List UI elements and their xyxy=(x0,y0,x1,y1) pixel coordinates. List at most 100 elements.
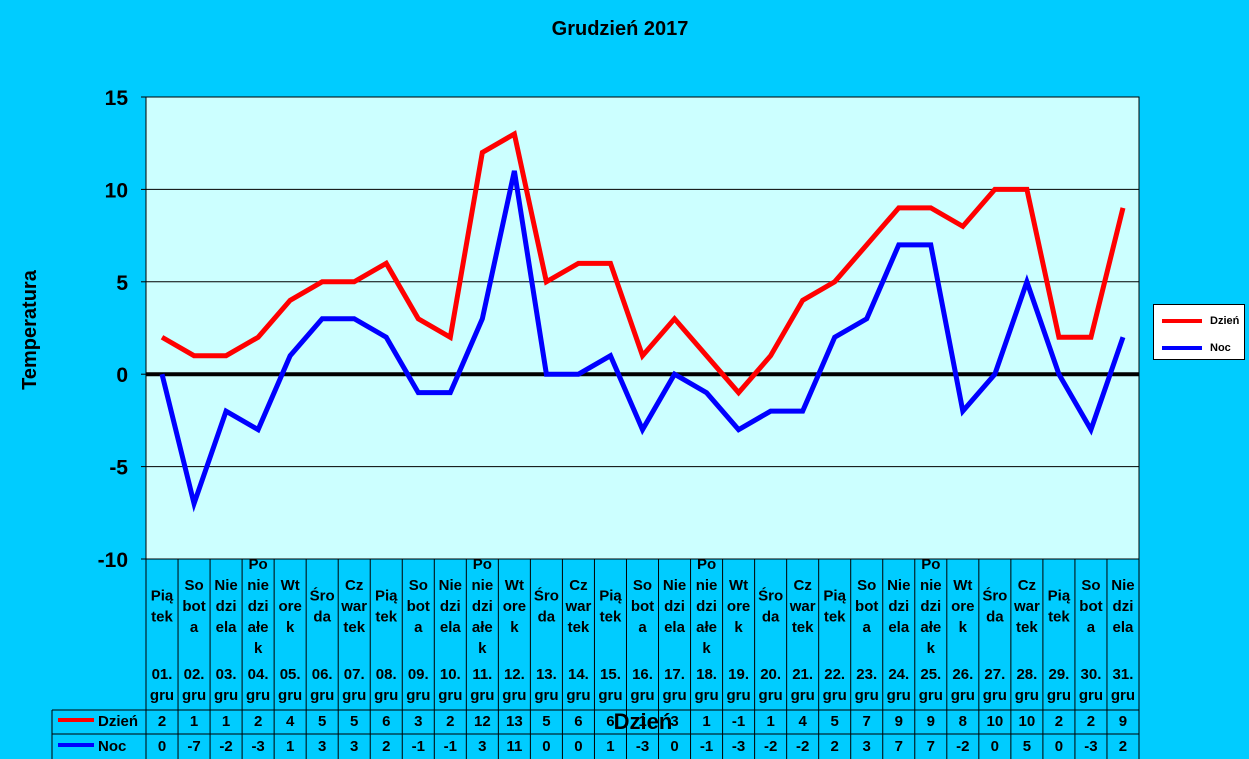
x-tick-label-date: gru xyxy=(630,687,654,704)
x-tick-label-date: gru xyxy=(919,687,943,704)
x-tick-label-day: k xyxy=(702,640,711,657)
x-tick-label-day: ałe xyxy=(920,619,941,636)
x-tick-label-day: dzi xyxy=(888,598,909,615)
table-value: 3 xyxy=(350,738,358,755)
x-tick-label-day: Pią xyxy=(599,588,622,605)
y-tick-label: -5 xyxy=(109,457,128,480)
x-tick-label-date: gru xyxy=(278,687,302,704)
table-value: 7 xyxy=(927,738,935,755)
table-value: 2 xyxy=(1087,713,1095,730)
x-tick-label-date: 18. xyxy=(696,666,717,683)
x-tick-label-date: gru xyxy=(855,687,879,704)
x-tick-label-day: Po xyxy=(473,556,492,573)
x-tick-label-date: 21. xyxy=(792,666,813,683)
table-value: 0 xyxy=(542,738,550,755)
x-tick-label-day: Pią xyxy=(1048,588,1071,605)
x-tick-label-date: 22. xyxy=(824,666,845,683)
x-tick-label-date: 25. xyxy=(920,666,941,683)
table-value: 3 xyxy=(414,713,422,730)
plot-area: 151050-5-10Piątek01.gruSobota02.gruNiedz… xyxy=(51,87,1140,759)
table-value: 2 xyxy=(254,713,262,730)
table-series-label: Noc xyxy=(98,738,126,755)
x-tick-label-date: gru xyxy=(727,687,751,704)
table-value: 1 xyxy=(222,713,230,730)
table-value: 11 xyxy=(506,738,522,755)
x-tick-label-date: 31. xyxy=(1113,666,1134,683)
x-tick-label-date: gru xyxy=(246,687,270,704)
x-tick-label-date: 30. xyxy=(1081,666,1102,683)
table-value: 1 xyxy=(702,713,710,730)
table-value: -3 xyxy=(732,738,745,755)
x-tick-label-day: tek xyxy=(1048,609,1070,626)
x-tick-label-day: So xyxy=(1081,577,1100,594)
legend: Dzień Noc xyxy=(1153,304,1245,360)
x-tick-label-day: tek xyxy=(151,609,173,626)
x-tick-label-day: nie xyxy=(920,577,942,594)
x-tick-label-date: 09. xyxy=(408,666,429,683)
x-tick-label-day: dzi xyxy=(920,598,941,615)
x-tick-label-day: Wt xyxy=(729,577,748,594)
x-tick-label-date: 19. xyxy=(728,666,749,683)
legend-item-noc: Noc xyxy=(1162,340,1231,356)
x-tick-label-day: Pią xyxy=(151,588,174,605)
x-tick-label-date: gru xyxy=(502,687,526,704)
x-tick-label-day: ałe xyxy=(472,619,493,636)
x-tick-label-day: ela xyxy=(664,619,686,636)
x-tick-label-day: ore xyxy=(503,598,526,615)
x-tick-label-day: ela xyxy=(216,619,238,636)
x-tick-label-day: k xyxy=(959,619,968,636)
table-value: -1 xyxy=(732,713,745,730)
table-value: 1 xyxy=(190,713,198,730)
x-tick-label-date: gru xyxy=(1079,687,1103,704)
table-value: 10 xyxy=(987,713,1004,730)
x-tick-label-day: Po xyxy=(697,556,716,573)
x-tick-label-day: Wt xyxy=(505,577,524,594)
y-tick-label: 10 xyxy=(105,179,128,202)
table-value: 1 xyxy=(638,713,646,730)
x-tick-label-date: gru xyxy=(1111,687,1135,704)
x-tick-label-day: Cz xyxy=(793,577,811,594)
x-tick-label-date: 04. xyxy=(248,666,269,683)
table-value: -1 xyxy=(444,738,457,755)
table-value: 7 xyxy=(895,738,903,755)
table-value: 0 xyxy=(158,738,166,755)
table-series-label: Dzień xyxy=(98,713,138,730)
table-value: 5 xyxy=(1023,738,1031,755)
y-tick-label: 0 xyxy=(116,364,128,387)
x-tick-label-day: war xyxy=(789,598,816,615)
x-tick-label-date: gru xyxy=(598,687,622,704)
x-tick-label-date: gru xyxy=(438,687,462,704)
x-tick-label-date: 01. xyxy=(152,666,173,683)
x-tick-label-day: bot xyxy=(182,598,205,615)
x-tick-label-day: dzi xyxy=(216,598,237,615)
legend-label-noc: Noc xyxy=(1210,342,1231,354)
table-value: -3 xyxy=(636,738,649,755)
x-tick-label-day: da xyxy=(762,609,780,626)
series-line-noc xyxy=(159,170,1126,513)
x-tick-label-day: dzi xyxy=(248,598,269,615)
x-tick-label-date: 24. xyxy=(888,666,909,683)
x-tick-label-day: So xyxy=(184,577,203,594)
table-value: 5 xyxy=(318,713,326,730)
x-tick-label-day: Pią xyxy=(823,588,846,605)
table-value: 0 xyxy=(1055,738,1063,755)
table-value: 2 xyxy=(1119,738,1127,755)
x-tick-label-day: da xyxy=(986,609,1004,626)
x-tick-label-day: Po xyxy=(249,556,268,573)
x-tick-label-day: da xyxy=(313,609,331,626)
x-tick-label-date: gru xyxy=(374,687,398,704)
table-value: 8 xyxy=(959,713,967,730)
x-tick-label-date: 03. xyxy=(216,666,237,683)
y-tick-label: -10 xyxy=(98,549,128,572)
x-tick-label-day: tek xyxy=(1016,619,1038,636)
table-value: 2 xyxy=(158,713,166,730)
x-tick-label-day: Cz xyxy=(569,577,587,594)
x-tick-label-date: 07. xyxy=(344,666,365,683)
x-tick-label-day: tek xyxy=(343,619,365,636)
x-tick-label-day: k xyxy=(478,640,487,657)
x-tick-label-day: Nie xyxy=(1111,577,1134,594)
x-tick-label-day: a xyxy=(190,619,199,636)
x-tick-label-date: gru xyxy=(534,687,558,704)
x-tick-label-date: 05. xyxy=(280,666,301,683)
